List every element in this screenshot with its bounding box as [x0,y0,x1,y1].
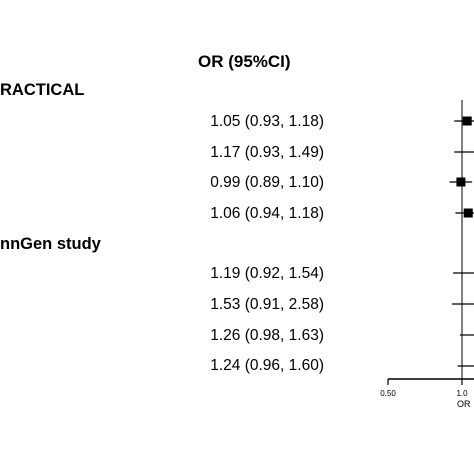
or-text-row-3: 0.99 (0.89, 1.10) [210,174,324,191]
group-label-practical: RACTICAL [0,81,85,99]
or-text-row-4: 1.06 (0.94, 1.18) [210,205,324,222]
group-label-genotype-study: nnGen study [0,235,101,253]
or-text-row-5: 1.19 (0.92, 1.54) [210,265,324,282]
or-text-row-2: 1.17 (0.93, 1.49) [210,144,324,161]
or-text-row-1: 1.05 (0.93, 1.18) [210,113,324,130]
or-text-row-6: 1.53 (0.91, 2.58) [210,296,324,313]
point-estimate-row-4 [463,208,473,218]
column-header: OR (95%CI) [198,52,291,71]
point-estimate-row-3 [456,177,466,187]
x-tick-label-2: 1.0 [456,389,468,398]
or-text-row-7: 1.26 (0.98, 1.63) [210,327,324,344]
or-text-row-8: 1.24 (0.96, 1.60) [210,357,324,374]
x-axis-label: OR [457,399,471,409]
point-estimate-row-1 [462,116,472,126]
x-tick-label-1: 0.50 [380,389,396,398]
